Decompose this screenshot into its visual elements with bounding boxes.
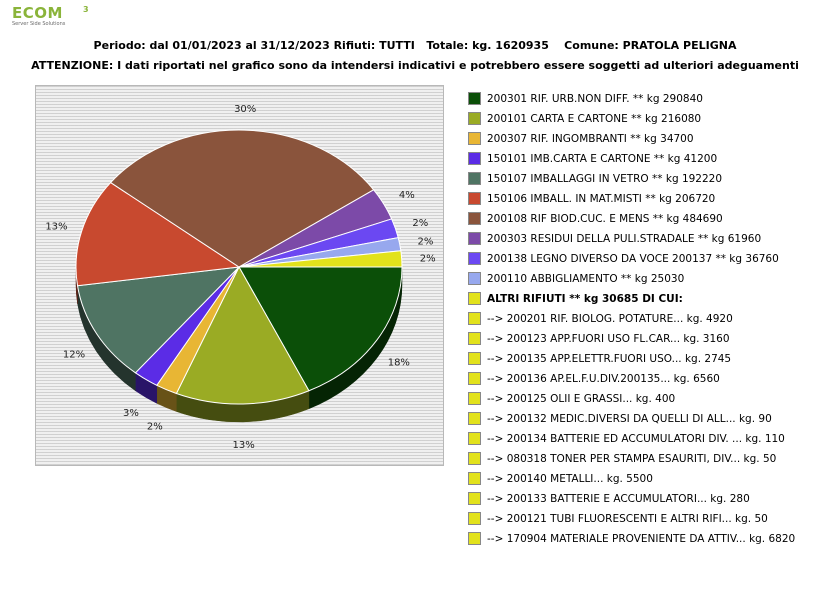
legend-subitem-3: --> 200136 AP.EL.F.U.DIV.200135... kg. 6… — [466, 370, 826, 390]
legend-swatch — [468, 352, 481, 365]
pie-pct-label-3: 3% — [123, 408, 139, 419]
pie-slice-6 — [109, 129, 375, 268]
legend-label: --> 200125 OLII E GRASSI... kg. 400 — [487, 393, 676, 405]
legend-item-1: 200101 CARTA E CARTONE ** kg 216080 — [466, 110, 826, 130]
legend-label: 200101 CARTA E CARTONE ** kg 216080 — [487, 113, 702, 125]
legend-swatch — [468, 152, 481, 165]
legend-item-7: 200303 RESIDUI DELLA PULI.STRADALE ** kg… — [466, 230, 826, 250]
pie-pct-label-5: 13% — [45, 222, 67, 233]
legend-label: --> 080318 TONER PER STAMPA ESAURITI, DI… — [487, 453, 777, 465]
legend-subitem-0: --> 200201 RIF. BIOLOG. POTATURE... kg. … — [466, 310, 826, 330]
legend-swatch — [468, 252, 481, 265]
pie-chart: 18% 13% 2% 3% 12% 13% 30% 4% 2% 2% 2% — [45, 104, 435, 451]
legend-item-2: 200307 RIF. INGOMBRANTI ** kg 34700 — [466, 130, 826, 150]
legend-swatch — [468, 132, 481, 145]
legend-label: 200138 LEGNO DIVERSO DA VOCE 200137 ** k… — [487, 253, 779, 265]
pie-slice-0 — [238, 266, 403, 392]
legend-subitem-10: --> 200121 TUBI FLUORESCENTI E ALTRI RIF… — [466, 510, 826, 530]
legend-swatch — [468, 312, 481, 325]
legend-label: 150107 IMBALLAGGI IN VETRO ** kg 192220 — [487, 173, 723, 185]
pie-slice-10 — [238, 250, 403, 268]
legend-swatch — [468, 192, 481, 205]
ecom-logo: ECOM 3 Server Side Solutions — [10, 4, 100, 28]
legend-item-9: 200110 ABBIGLIAMENTO ** kg 25030 — [466, 270, 826, 290]
legend-swatch — [468, 492, 481, 505]
logo-superscript: 3 — [83, 5, 89, 14]
legend-swatch — [468, 432, 481, 445]
pie-pct-label-4: 12% — [63, 349, 85, 360]
legend-label: 150106 IMBALL. IN MAT.MISTI ** kg 206720 — [487, 193, 716, 205]
legend-label: --> 200121 TUBI FLUORESCENTI E ALTRI RIF… — [487, 513, 768, 525]
pie-slice-5 — [75, 181, 241, 287]
legend-label: 150101 IMB.CARTA E CARTONE ** kg 41200 — [487, 153, 718, 165]
legend-label: --> 200140 METALLI... kg. 5500 — [487, 473, 653, 485]
report-period-header: Periodo: dal 01/01/2023 al 31/12/2023 Ri… — [93, 39, 737, 52]
pie-slice-1 — [175, 265, 310, 405]
legend-swatch — [468, 512, 481, 525]
legend-swatch — [468, 272, 481, 285]
pie-chart-panel: 18% 13% 2% 3% 12% 13% 30% 4% 2% 2% 2% — [35, 85, 444, 466]
pie-pct-label-7: 4% — [399, 190, 415, 201]
legend-swatch — [468, 172, 481, 185]
pie-pct-label-6: 30% — [234, 104, 256, 115]
legend-label: --> 170904 MATERIALE PROVENIENTE DA ATTI… — [487, 533, 796, 545]
pie-side-walls — [75, 266, 403, 423]
legend-subitem-4: --> 200125 OLII E GRASSI... kg. 400 — [466, 390, 826, 410]
legend-item-8: 200138 LEGNO DIVERSO DA VOCE 200137 ** k… — [466, 250, 826, 270]
legend-subitem-5: --> 200132 MEDIC.DIVERSI DA QUELLI DI AL… — [466, 410, 826, 430]
chart-legend: 200301 RIF. URB.NON DIFF. ** kg 290840 20… — [466, 90, 826, 550]
legend-label: --> 200132 MEDIC.DIVERSI DA QUELLI DI AL… — [487, 413, 772, 425]
legend-label: 200307 RIF. INGOMBRANTI ** kg 34700 — [487, 133, 694, 145]
legend-label: --> 200123 APP.FUORI USO FL.CAR... kg. 3… — [487, 333, 730, 345]
pie-slices — [75, 129, 403, 405]
legend-swatch — [468, 212, 481, 225]
legend-swatch — [468, 332, 481, 345]
legend-item-5: 150106 IMBALL. IN MAT.MISTI ** kg 206720 — [466, 190, 826, 210]
legend-swatch — [468, 232, 481, 245]
legend-swatch — [468, 292, 481, 305]
legend-label: --> 200136 AP.EL.F.U.DIV.200135... kg. 6… — [487, 373, 720, 385]
pie-pct-label-9: 2% — [417, 237, 433, 248]
legend-item-0: 200301 RIF. URB.NON DIFF. ** kg 290840 — [466, 90, 826, 110]
legend-subitem-8: --> 200140 METALLI... kg. 5500 — [466, 470, 826, 490]
legend-swatch — [468, 532, 481, 545]
pie-pct-labels: 18% 13% 2% 3% 12% 13% 30% 4% 2% 2% 2% — [45, 104, 435, 451]
legend-swatch — [468, 372, 481, 385]
legend-swatch — [468, 472, 481, 485]
legend-label: --> 200133 BATTERIE E ACCUMULATORI... kg… — [487, 493, 750, 505]
pie-pct-label-10: 2% — [420, 254, 436, 265]
pie-slice-4 — [76, 266, 241, 374]
legend-item-3: 150101 IMB.CARTA E CARTONE ** kg 41200 — [466, 150, 826, 170]
legend-item-4: 150107 IMBALLAGGI IN VETRO ** kg 192220 — [466, 170, 826, 190]
logo-wordmark: ECOM — [12, 4, 63, 22]
pie-pct-label-1: 13% — [233, 440, 255, 451]
legend-subitem-11: --> 170904 MATERIALE PROVENIENTE DA ATTI… — [466, 530, 826, 550]
legend-item-6: 200108 RIF BIOD.CUC. E MENS ** kg 484690 — [466, 210, 826, 230]
legend-label: 200303 RESIDUI DELLA PULI.STRADALE ** kg… — [487, 233, 762, 245]
pie-pct-label-0: 18% — [388, 358, 410, 369]
legend-swatch — [468, 112, 481, 125]
legend-swatch — [468, 392, 481, 405]
legend-swatch — [468, 412, 481, 425]
legend-label: --> 200201 RIF. BIOLOG. POTATURE... kg. … — [487, 313, 733, 325]
legend-swatch — [468, 452, 481, 465]
legend-label: 200301 RIF. URB.NON DIFF. ** kg 290840 — [487, 93, 703, 105]
legend-subitem-2: --> 200135 APP.ELETTR.FUORI USO... kg. 2… — [466, 350, 826, 370]
legend-label: --> 200134 BATTERIE ED ACCUMULATORI DIV.… — [487, 433, 785, 445]
legend-subitem-1: --> 200123 APP.FUORI USO FL.CAR... kg. 3… — [466, 330, 826, 350]
legend-label: 200108 RIF BIOD.CUC. E MENS ** kg 484690 — [487, 213, 723, 225]
legend-label: ALTRI RIFIUTI ** kg 30685 DI CUI: — [487, 293, 683, 305]
legend-subitem-7: --> 080318 TONER PER STAMPA ESAURITI, DI… — [466, 450, 826, 470]
legend-subitem-9: --> 200133 BATTERIE E ACCUMULATORI... kg… — [466, 490, 826, 510]
logo-tagline: Server Side Solutions — [12, 21, 66, 27]
legend-swatch — [468, 92, 481, 105]
pie-pct-label-2: 2% — [147, 421, 163, 432]
disclaimer-header: ATTENZIONE: I dati riportati nel grafico… — [31, 59, 799, 72]
legend-label: --> 200135 APP.ELETTR.FUORI USO... kg. 2… — [487, 353, 732, 365]
legend-item-10: ALTRI RIFIUTI ** kg 30685 DI CUI: — [466, 290, 826, 310]
pie-pct-label-8: 2% — [412, 218, 428, 229]
legend-label: 200110 ABBIGLIAMENTO ** kg 25030 — [487, 273, 685, 285]
legend-subitem-6: --> 200134 BATTERIE ED ACCUMULATORI DIV.… — [466, 430, 826, 450]
